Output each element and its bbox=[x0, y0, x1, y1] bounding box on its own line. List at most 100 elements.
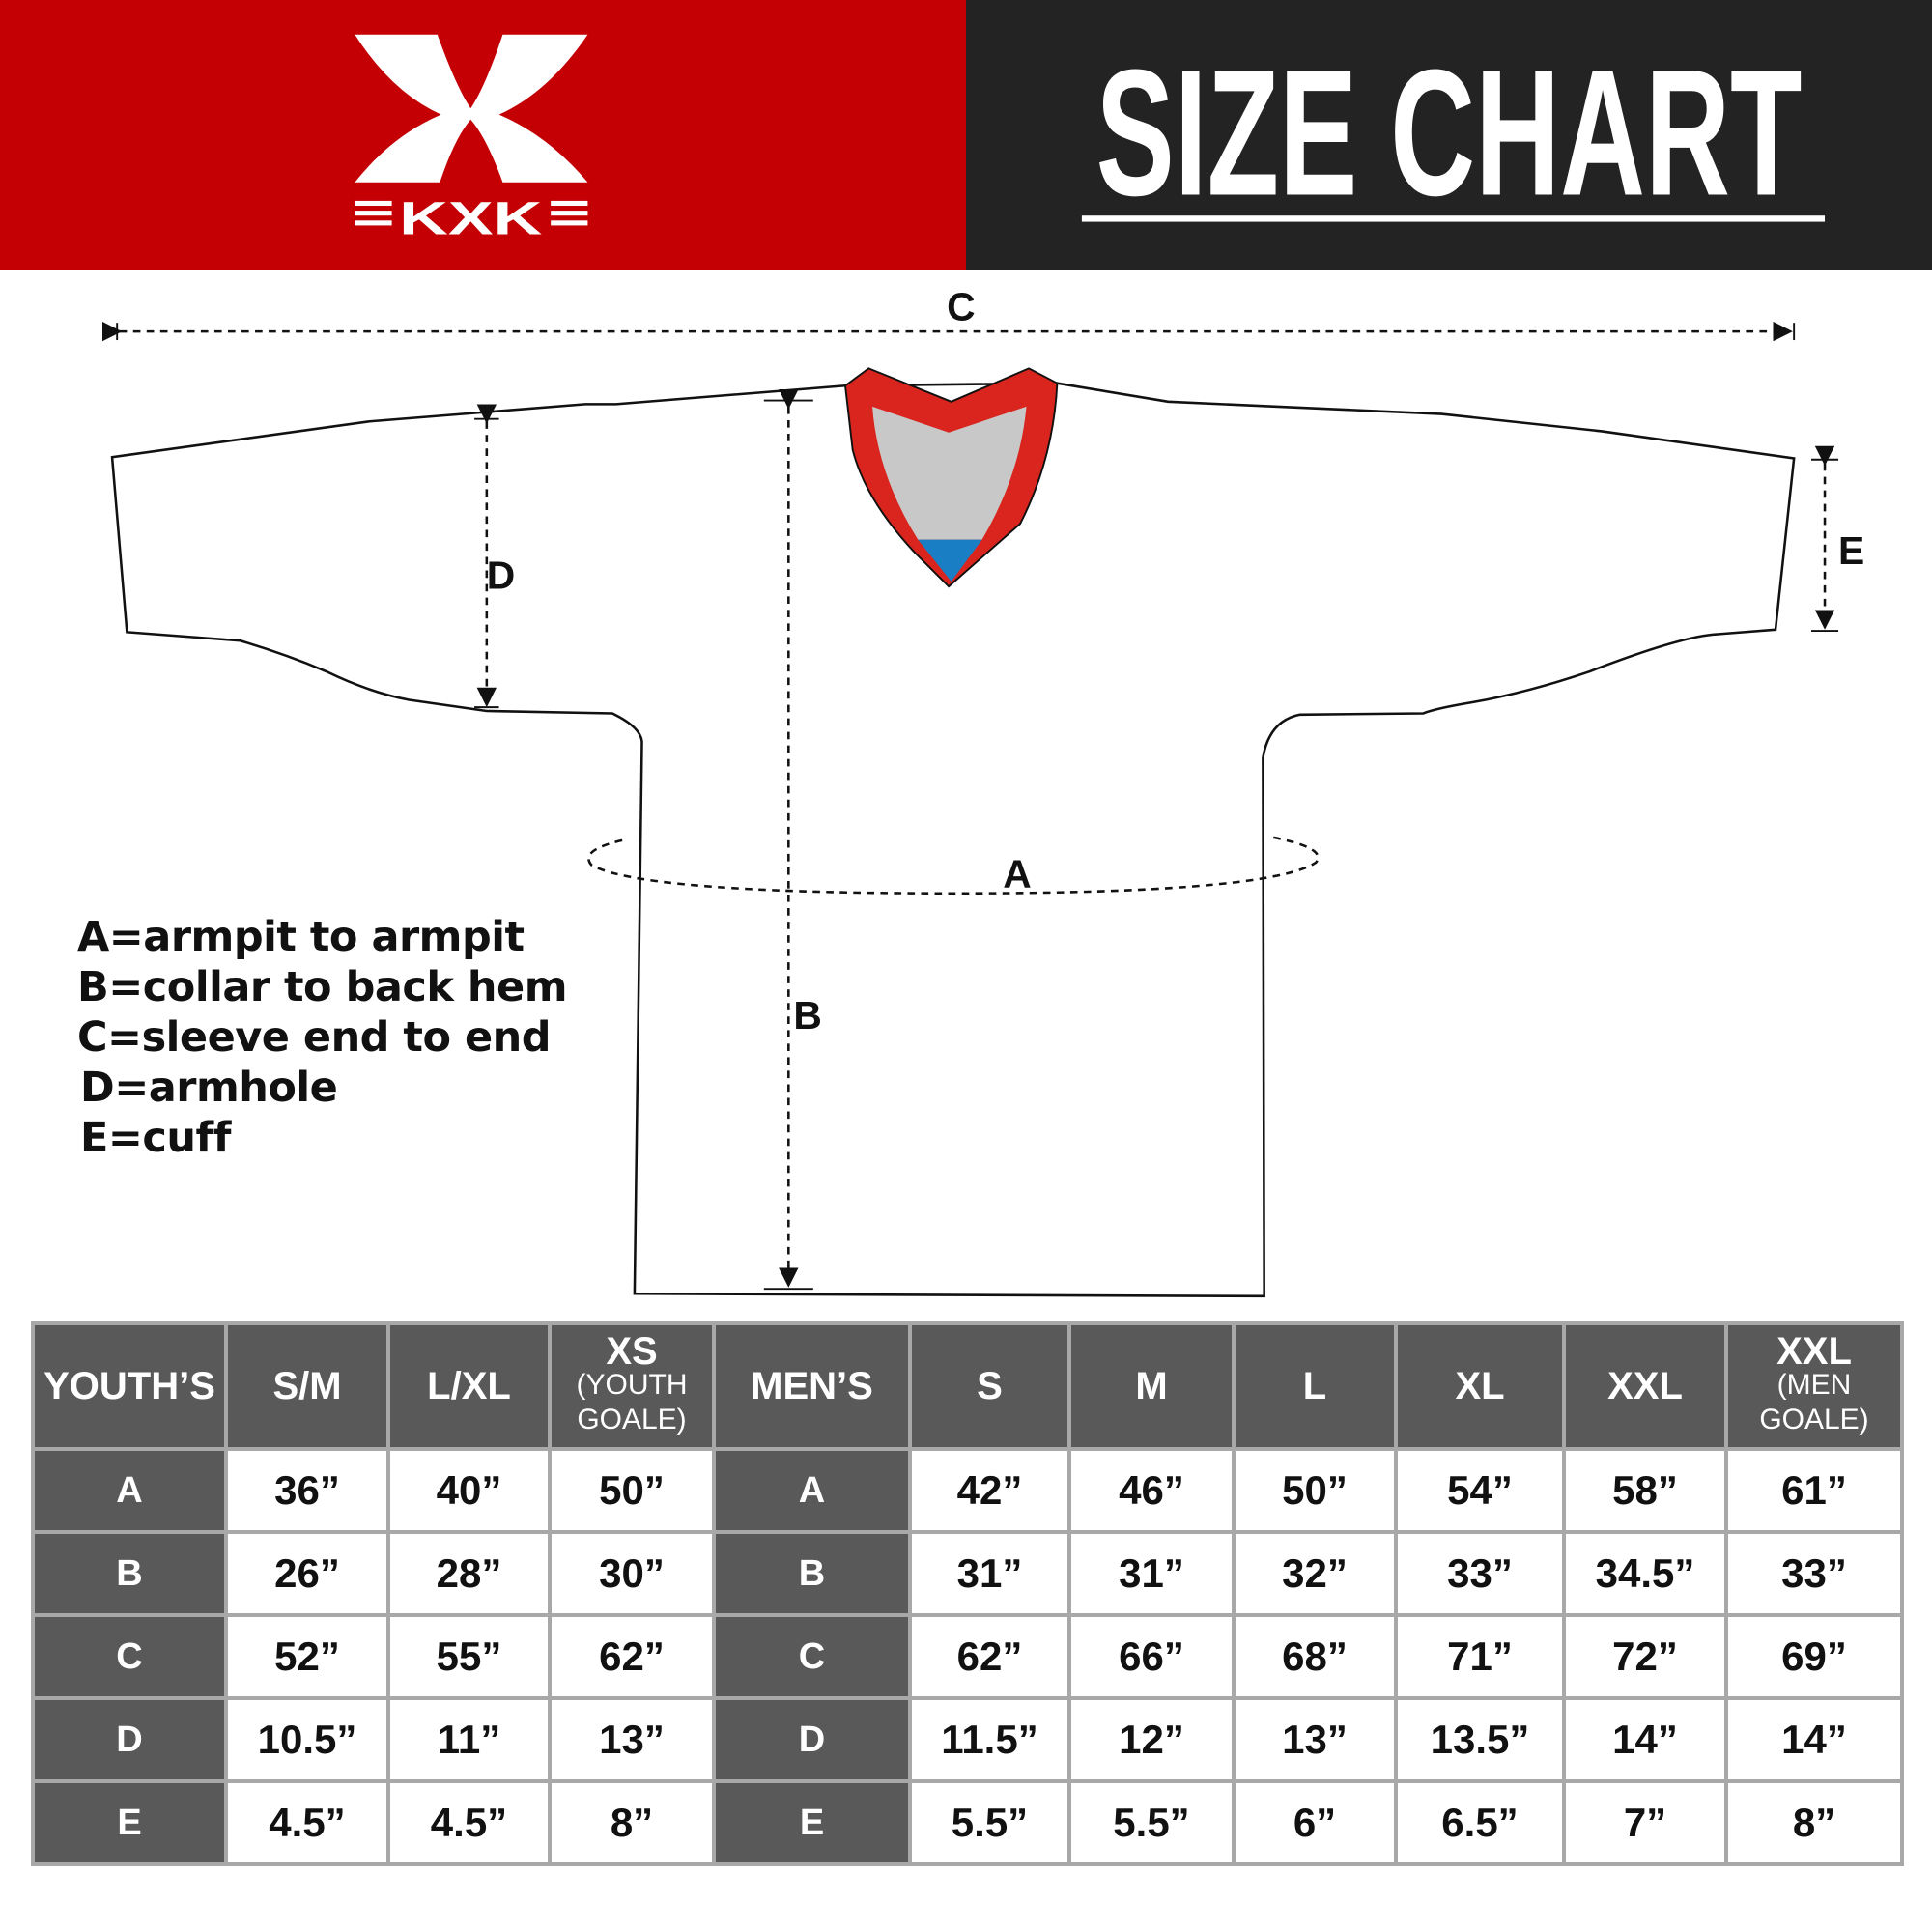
table-cell: 71” bbox=[1394, 1613, 1566, 1700]
column-header-label: XXL bbox=[1607, 1365, 1683, 1407]
row-label-youth: B bbox=[31, 1530, 228, 1617]
legend-item-d: D=armhole bbox=[80, 1064, 338, 1112]
table-cell: 50” bbox=[1232, 1447, 1398, 1534]
table-row: C 52” 55” 62” C 62” 66” 68” 71” 72” 69” bbox=[31, 1613, 1904, 1700]
table-cell: 10.5” bbox=[224, 1696, 390, 1783]
table-cell: 6” bbox=[1232, 1779, 1398, 1866]
table-cell: 28” bbox=[386, 1530, 552, 1617]
table-cell: 50” bbox=[548, 1447, 716, 1534]
column-header-label: S bbox=[977, 1365, 1003, 1407]
table-cell: 13” bbox=[548, 1696, 716, 1783]
table-cell: 68” bbox=[1232, 1613, 1398, 1700]
column-header: XL bbox=[1394, 1321, 1566, 1451]
column-header: XXL bbox=[1562, 1321, 1728, 1451]
row-label-men: E bbox=[712, 1779, 912, 1866]
row-label-youth: A bbox=[31, 1447, 228, 1534]
jersey-outline bbox=[110, 382, 1796, 1298]
table-cell: 11” bbox=[386, 1696, 552, 1783]
column-header-label: XL bbox=[1455, 1365, 1505, 1407]
table-header-row: YOUTH’S S/M L/XL XS (YOUTH GOALE) MEN’S S M L XL X… bbox=[31, 1321, 1904, 1451]
table-cell: 31” bbox=[908, 1530, 1071, 1617]
column-header-label: MEN’S bbox=[751, 1365, 873, 1407]
table-cell: 72” bbox=[1562, 1613, 1728, 1700]
table-cell: 52” bbox=[224, 1613, 390, 1700]
table-cell: 55” bbox=[386, 1613, 552, 1700]
column-header: MEN’S bbox=[712, 1321, 912, 1451]
row-label-youth: C bbox=[31, 1613, 228, 1700]
table-row: E 4.5” 4.5” 8” E 5.5” 5.5” 6” 6.5” 7” 8” bbox=[31, 1779, 1904, 1866]
kxk-logo: KXK bbox=[355, 34, 588, 244]
table-cell: 31” bbox=[1067, 1530, 1236, 1617]
brand-name: KXK bbox=[399, 192, 542, 244]
column-header: L/XL bbox=[386, 1321, 552, 1451]
table-cell: 58” bbox=[1562, 1447, 1728, 1534]
label-d: D bbox=[487, 554, 515, 598]
row-label-men: D bbox=[712, 1696, 912, 1783]
column-header-label: XS bbox=[606, 1330, 658, 1373]
legend-item-a: A=armpit to armpit bbox=[77, 913, 525, 961]
table-cell: 4.5” bbox=[224, 1779, 390, 1866]
legend-item-c: C=sleeve end to end bbox=[77, 1013, 552, 1062]
row-label-youth: D bbox=[31, 1696, 228, 1783]
table-cell: 46” bbox=[1067, 1447, 1236, 1534]
table-cell: 4.5” bbox=[386, 1779, 552, 1866]
column-header: S/M bbox=[224, 1321, 390, 1451]
table-cell: 42” bbox=[908, 1447, 1071, 1534]
title-underline bbox=[1081, 215, 1826, 222]
table-cell: 33” bbox=[1394, 1530, 1566, 1617]
column-header: M bbox=[1067, 1321, 1236, 1451]
column-header: XXL (MEN GOALE) bbox=[1724, 1321, 1904, 1451]
table-cell: 54” bbox=[1394, 1447, 1566, 1534]
collar-neck-tag bbox=[918, 539, 982, 582]
table-cell: 14” bbox=[1724, 1696, 1904, 1783]
column-header-label: L bbox=[1302, 1365, 1327, 1407]
table-row: A 36” 40” 50” A 42” 46” 50” 54” 58” 61” bbox=[31, 1447, 1904, 1534]
column-header-label: L/XL bbox=[427, 1365, 511, 1407]
label-e: E bbox=[1838, 528, 1864, 573]
column-header: XS (YOUTH GOALE) bbox=[548, 1321, 716, 1451]
column-header-label: M bbox=[1135, 1365, 1168, 1407]
table-cell: 30” bbox=[548, 1530, 716, 1617]
column-header-label: S/M bbox=[272, 1365, 342, 1407]
column-header-sublabel: (YOUTH GOALE) bbox=[576, 1369, 688, 1435]
column-header: S bbox=[908, 1321, 1071, 1451]
label-a: A bbox=[1003, 851, 1031, 895]
legend-item-b: B=collar to back hem bbox=[77, 963, 568, 1011]
column-header-sublabel: (MEN GOALE) bbox=[1759, 1369, 1869, 1435]
table-cell: 12” bbox=[1067, 1696, 1236, 1783]
label-c: C bbox=[947, 285, 975, 329]
row-label-men: C bbox=[712, 1613, 912, 1700]
table-cell: 69” bbox=[1724, 1613, 1904, 1700]
table-cell: 32” bbox=[1232, 1530, 1398, 1617]
table-cell: 33” bbox=[1724, 1530, 1904, 1617]
table-row: B 26” 28” 30” B 31” 31” 32” 33” 34.5” 33” bbox=[31, 1530, 1904, 1617]
table-cell: 13.5” bbox=[1394, 1696, 1566, 1783]
table-cell: 61” bbox=[1724, 1447, 1904, 1534]
table-cell: 5.5” bbox=[908, 1779, 1071, 1866]
table-cell: 26” bbox=[224, 1530, 390, 1617]
table-cell: 6.5” bbox=[1394, 1779, 1566, 1866]
size-table: YOUTH’S S/M L/XL XS (YOUTH GOALE) MEN’S S M L XL X… bbox=[31, 1321, 1904, 1866]
table-row: D 10.5” 11” 13” D 11.5” 12” 13” 13.5” 14” 14” bbox=[31, 1696, 1904, 1783]
table-cell: 62” bbox=[908, 1613, 1071, 1700]
row-label-youth: E bbox=[31, 1779, 228, 1866]
table-cell: 36” bbox=[224, 1447, 390, 1534]
column-header-label: YOUTH’S bbox=[43, 1365, 215, 1407]
table-cell: 14” bbox=[1562, 1696, 1728, 1783]
table-cell: 5.5” bbox=[1067, 1779, 1236, 1866]
header-title-panel bbox=[966, 0, 1932, 270]
table-cell: 11.5” bbox=[908, 1696, 1071, 1783]
dimension-a-loop bbox=[587, 835, 1320, 895]
table-cell: 8” bbox=[548, 1779, 716, 1866]
row-label-men: A bbox=[712, 1447, 912, 1534]
row-label-men: B bbox=[712, 1530, 912, 1617]
table-cell: 8” bbox=[1724, 1779, 1904, 1866]
column-header: L bbox=[1232, 1321, 1398, 1451]
legend-item-e: E=cuff bbox=[80, 1114, 231, 1162]
table-cell: 34.5” bbox=[1562, 1530, 1728, 1617]
column-header: YOUTH’S bbox=[31, 1321, 228, 1451]
table-cell: 66” bbox=[1067, 1613, 1236, 1700]
table-cell: 13” bbox=[1232, 1696, 1398, 1783]
table-cell: 7” bbox=[1562, 1779, 1728, 1866]
